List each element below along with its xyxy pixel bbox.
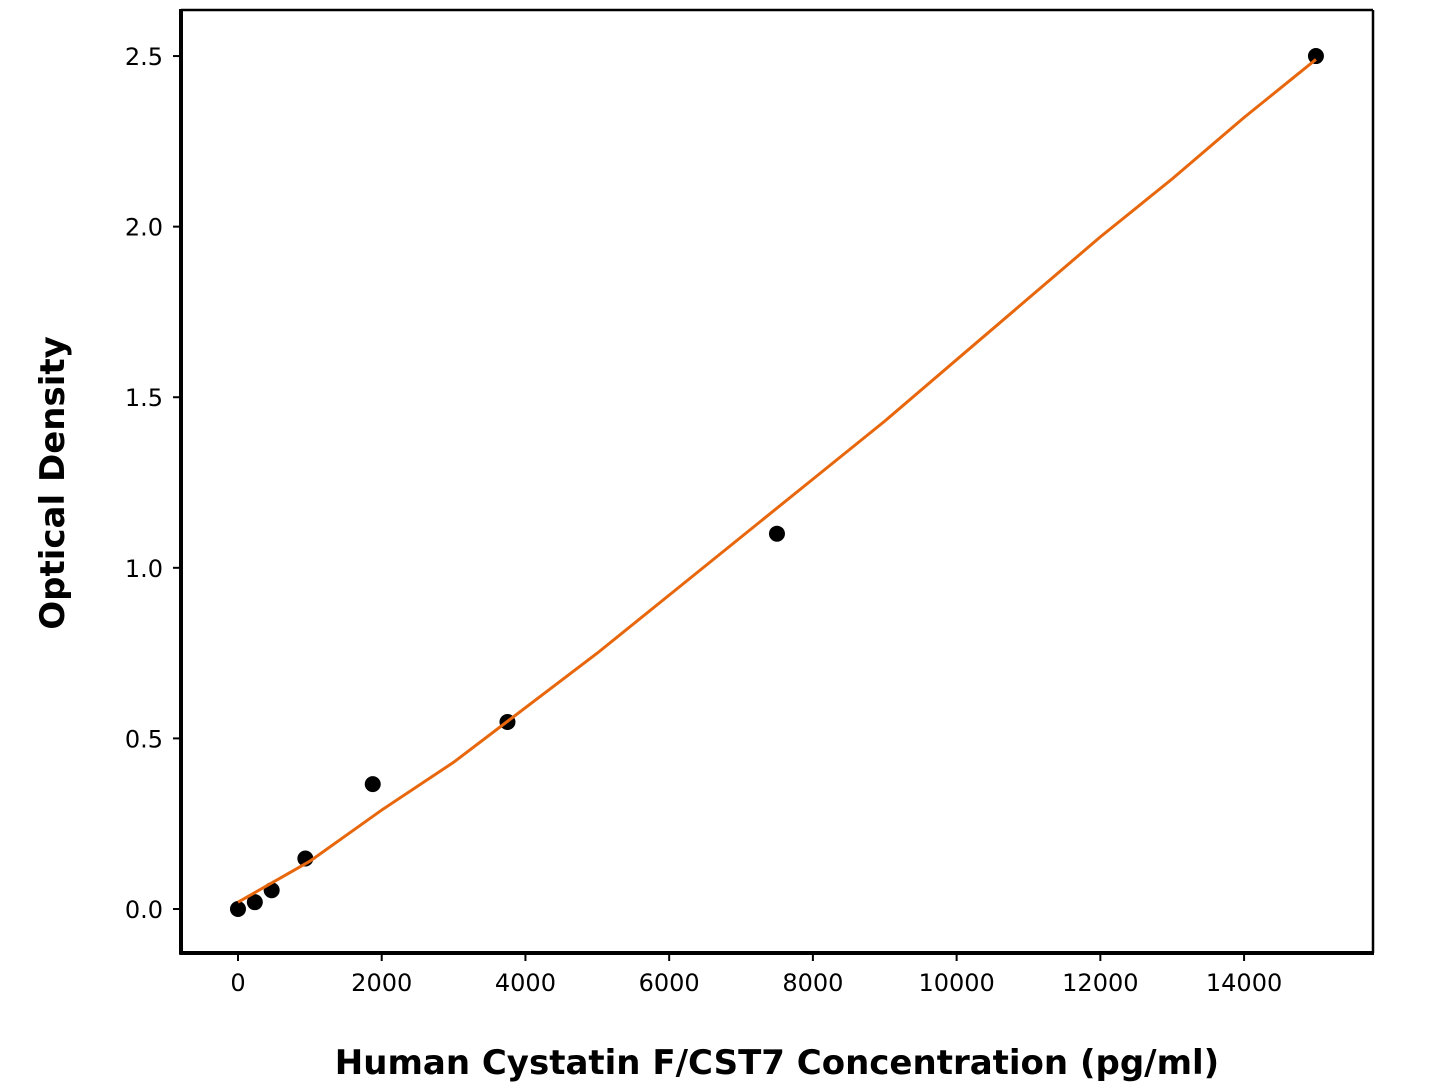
data-point — [229, 900, 246, 917]
x-tick-label: 4000 — [495, 969, 556, 997]
x-tick-label: 0 — [230, 969, 245, 997]
y-tick-label: 1.0 — [125, 555, 163, 583]
y-tick-label: 2.5 — [125, 43, 163, 71]
x-tick-label: 12000 — [1062, 969, 1138, 997]
y-tick-label: 2.0 — [125, 214, 163, 242]
y-tick-label: 1.5 — [125, 384, 163, 412]
x-tick-label: 8000 — [782, 969, 843, 997]
y-tick-label: 0.0 — [125, 896, 163, 924]
fit-curve — [237, 58, 1317, 904]
x-tick-label: 14000 — [1206, 969, 1282, 997]
x-tick-label: 6000 — [639, 969, 700, 997]
data-point — [364, 776, 381, 793]
data-point — [768, 525, 785, 542]
x-axis-title: Human Cystatin F/CST7 Concentration (pg/… — [335, 1043, 1219, 1083]
data-point — [1307, 48, 1324, 65]
x-tick-label: 10000 — [918, 969, 994, 997]
y-tick-label: 0.5 — [125, 725, 163, 753]
y-axis-title: Optical Density — [33, 336, 73, 630]
x-tick-label: 2000 — [351, 969, 412, 997]
data-point — [246, 894, 263, 911]
